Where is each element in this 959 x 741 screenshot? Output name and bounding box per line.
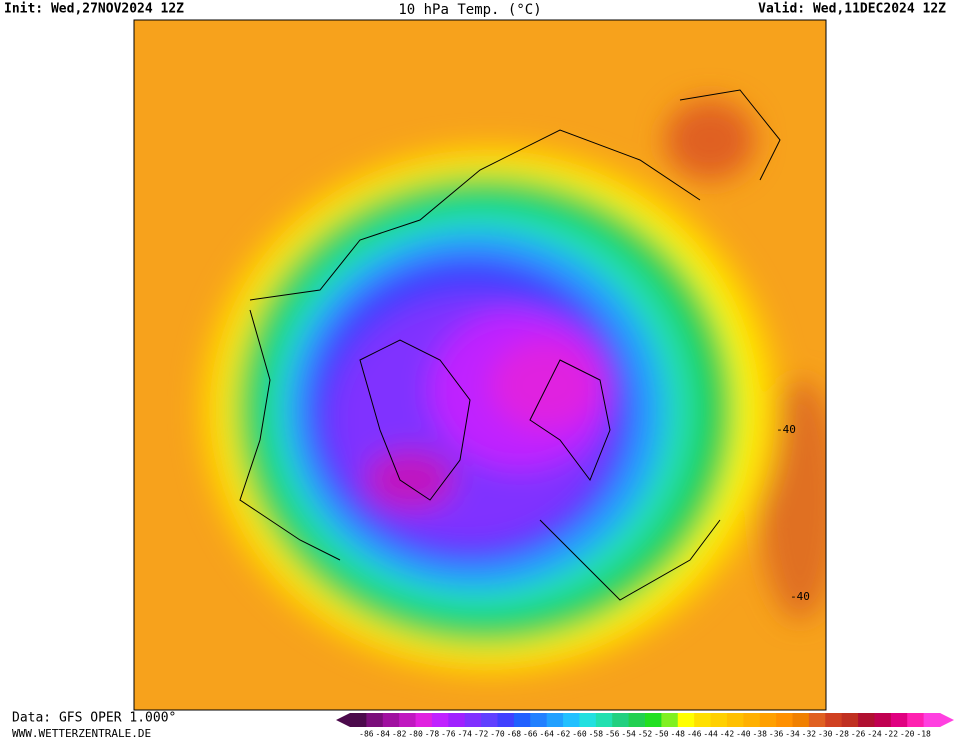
colorbar-cell	[792, 713, 810, 727]
colorbar-label: -72	[474, 730, 489, 739]
colorbar-cell	[677, 713, 695, 727]
colorbar-cell	[513, 713, 531, 727]
colorbar-label: -60	[572, 730, 587, 739]
colorbar-label: -18	[916, 730, 931, 739]
colorbar-cell	[366, 713, 384, 727]
colorbar-label: -80	[408, 730, 423, 739]
colorbar-label: -58	[589, 730, 604, 739]
colorbar-cell	[481, 713, 498, 727]
colorbar-cell	[776, 713, 793, 727]
colorbar-cell	[628, 713, 646, 727]
colorbar-label: -46	[687, 730, 702, 739]
colorbar-label: -54	[621, 730, 636, 739]
colorbar-cell	[759, 713, 777, 727]
colorbar-cell	[579, 713, 597, 727]
map-frame	[133, 19, 827, 711]
colorbar-cell	[661, 713, 679, 727]
colorbar-label: -70	[490, 730, 505, 739]
colorbar-cell	[726, 713, 744, 727]
colorbar-cell	[743, 713, 761, 727]
colorbar-label: -28	[834, 730, 849, 739]
valid-time: Valid: Wed,11DEC2024 12Z	[758, 2, 946, 17]
colorbar-label: -52	[638, 730, 653, 739]
colorbar-cell	[645, 713, 662, 727]
init-time: Init: Wed,27NOV2024 12Z	[4, 2, 184, 17]
colorbar-label: -22	[884, 730, 899, 739]
colorbar-cell	[874, 713, 892, 727]
colorbar-cell	[890, 713, 908, 727]
colorbar-label: -24	[867, 730, 882, 739]
colorbar-cell	[530, 713, 548, 727]
colorbar-label: -84	[376, 730, 391, 739]
contour-label: -40	[790, 590, 810, 603]
colorbar-label: -42	[720, 730, 735, 739]
colorbar-label: -36	[769, 730, 784, 739]
colorbar-cell	[546, 713, 564, 727]
colorbar-label: -78	[425, 730, 440, 739]
colorbar-label: -48	[671, 730, 686, 739]
colorbar-cell	[563, 713, 580, 727]
colorbar-arrow	[940, 713, 954, 727]
colorbar-label: -82	[392, 730, 407, 739]
colorbar-cell	[808, 713, 826, 727]
colorbar-cell	[907, 713, 925, 727]
colorbar-label: -30	[818, 730, 833, 739]
colorbar-label: -74	[457, 730, 472, 739]
colorbar-cell	[415, 713, 433, 727]
temperature-field	[134, 20, 826, 710]
colorbar-cell	[841, 713, 859, 727]
colorbar-label: -50	[654, 730, 669, 739]
colorbar-label: -68	[507, 730, 522, 739]
colorbar-label: -56	[605, 730, 620, 739]
colorbar-label: -20	[900, 730, 915, 739]
colorbar-label: -32	[802, 730, 817, 739]
colorbar-label: -86	[359, 730, 374, 739]
colorbar-label: -64	[539, 730, 554, 739]
colorbar-label: -26	[851, 730, 866, 739]
colorbar-label: -40	[736, 730, 751, 739]
colorbar-cell	[858, 713, 875, 727]
colorbar-cell	[710, 713, 728, 727]
contour-label: -40	[776, 423, 796, 436]
data-source: Data: GFS OPER 1.000°	[12, 711, 176, 726]
map-title: 10 hPa Temp. (°C)	[398, 2, 541, 18]
coastlines	[239, 89, 781, 601]
colorbar-label: -34	[785, 730, 800, 739]
colorbar-cell	[350, 713, 367, 727]
colorbar-label: -76	[441, 730, 456, 739]
colorbar-label: -62	[556, 730, 571, 739]
colorbar-cell	[431, 713, 449, 727]
colorbar-cell	[464, 713, 482, 727]
colorbar-label: -44	[703, 730, 718, 739]
colorbar-cell	[595, 713, 613, 727]
colorbar-cell	[399, 713, 417, 727]
colorbar-cell	[382, 713, 400, 727]
website: WWW.WETTERZENTRALE.DE	[12, 727, 151, 740]
colorbar-arrow	[336, 713, 350, 727]
colorbar-label: -38	[752, 730, 767, 739]
colorbar-cell	[497, 713, 515, 727]
colorbar-cell	[694, 713, 712, 727]
colorbar-label: -66	[523, 730, 538, 739]
colorbar-cell	[448, 713, 466, 727]
colorbar-cell	[612, 713, 630, 727]
colorbar: -86 -84 -82 -80 -78 -76 -74 -72 -70 -68 -66 -64 -62-…	[336, 713, 954, 739]
colorbar-cell	[923, 713, 941, 727]
colorbar-cell	[825, 713, 843, 727]
